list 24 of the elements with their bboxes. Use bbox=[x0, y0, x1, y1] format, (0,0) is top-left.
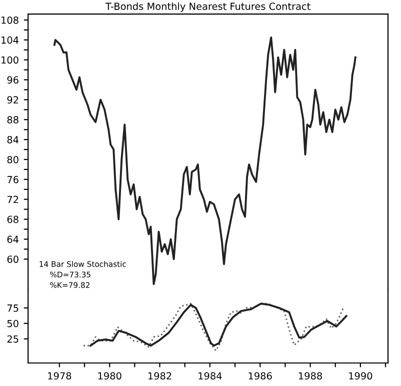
x-tick-label: 1988 bbox=[298, 372, 322, 380]
y-tick-label: 88 bbox=[7, 116, 18, 124]
x-tick-label: 1980 bbox=[98, 372, 122, 380]
x-tick-label: 1986 bbox=[248, 372, 272, 380]
y-tick-label: 50 bbox=[7, 320, 18, 328]
x-tick-label: 1978 bbox=[48, 372, 72, 380]
y-tick-label: 76 bbox=[7, 176, 18, 184]
x-tick-label: 1984 bbox=[198, 372, 222, 380]
y-tick-label: 68 bbox=[7, 216, 18, 224]
chart-title: T-Bonds Monthly Nearest Futures Contract bbox=[105, 2, 310, 12]
y-tick-label: 25 bbox=[7, 335, 18, 343]
x-tick-label: 1982 bbox=[148, 372, 172, 380]
y-tick-label: 84 bbox=[7, 136, 18, 144]
x-tick-label: 1990 bbox=[349, 372, 372, 380]
y-tick-label: 104 bbox=[2, 36, 18, 44]
y-tick-label: 60 bbox=[7, 256, 18, 263]
y-tick-label: 92 bbox=[7, 96, 18, 104]
y-tick-label: 72 bbox=[7, 196, 18, 204]
y-tick-label: 96 bbox=[7, 76, 18, 84]
y-tick-label: 75 bbox=[7, 304, 18, 312]
y-tick-label: 108 bbox=[2, 16, 18, 24]
y-tick-label: 80 bbox=[7, 156, 18, 164]
y-tick-label: 100 bbox=[2, 56, 18, 64]
y-tick-label: 64 bbox=[7, 236, 18, 244]
